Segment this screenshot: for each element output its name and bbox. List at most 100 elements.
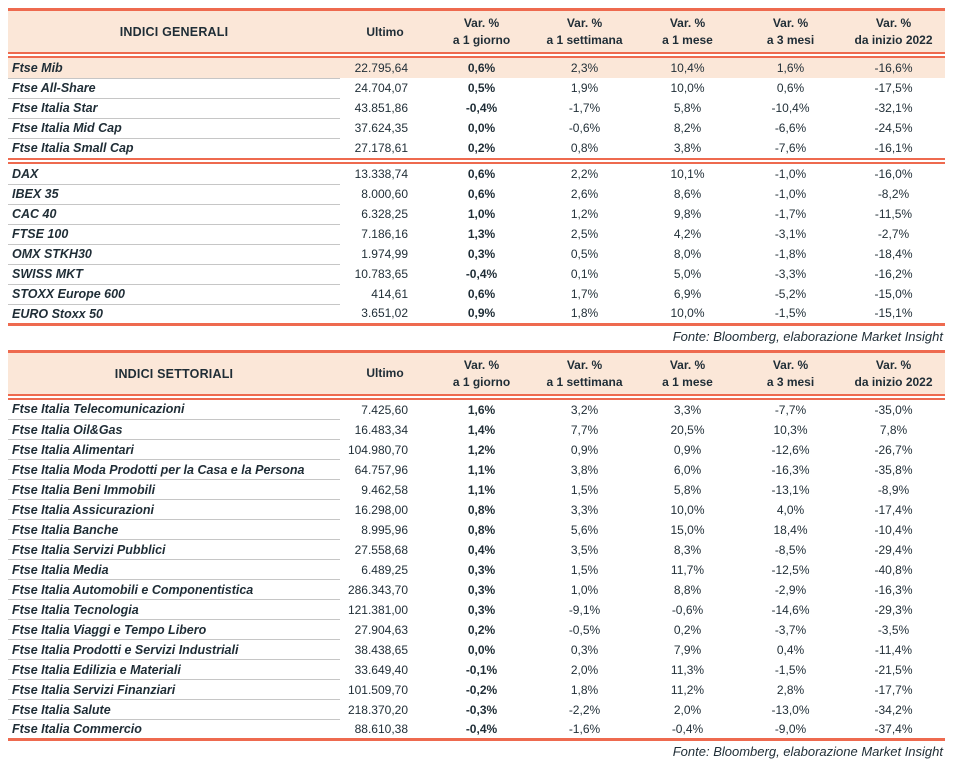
var-pct-cell: -10,4% [771, 101, 810, 115]
index-name-cell: CAC 40 [8, 204, 340, 225]
var-pct-cell: -26,7% [874, 442, 913, 457]
col-header-label: Var. % [772, 16, 809, 30]
var-pct-cell: 3,5% [570, 542, 599, 557]
var-pct-cell: 3,3% [570, 502, 599, 517]
index-name-cell: DAX [8, 164, 340, 185]
ultimo-cell: 414,61 [371, 287, 408, 301]
var-pct-cell: 0,5% [467, 81, 496, 95]
col-header-label: Ultimo [366, 366, 404, 380]
var-pct-cell: 8,8% [673, 582, 702, 597]
var-pct-cell: -16,0% [874, 167, 913, 181]
var-pct-cell: 3,3% [673, 402, 702, 417]
var-pct-cell: 6,9% [673, 287, 702, 301]
table-title: INDICI SETTORIALI [8, 351, 340, 394]
table-row: OMX STKH30 1.974,99 0,3% 0,5% 8,0% -1,8% -18,4… [8, 244, 945, 265]
var-pct-cell: 0,3% [467, 562, 496, 577]
table-row: Ftse Italia Salute 218.370,20 -0,3% -2,2% 2,… [8, 699, 945, 720]
var-pct-cell: 10,1% [670, 167, 705, 181]
index-name-cell: Ftse All-Share [8, 78, 340, 99]
var-pct-cell: -0,4% [671, 721, 704, 736]
col-header-label: Ultimo [366, 24, 404, 39]
var-pct-cell: 1,5% [570, 482, 599, 497]
col-header-label: Var. % [772, 357, 809, 372]
var-pct-cell: -24,5% [874, 121, 913, 135]
var-pct-cell: 0,0% [467, 642, 496, 657]
var-pct-cell: 0,3% [467, 247, 496, 261]
index-name-cell: Ftse Italia Beni Immobili [8, 479, 340, 500]
var-pct-cell: 8,2% [673, 121, 702, 135]
var-pct-cell: 0,2% [673, 622, 702, 637]
var-pct-cell: -21,5% [874, 662, 913, 677]
var-pct-cell: 1,7% [570, 287, 599, 301]
index-name-cell: Ftse Italia Servizi Pubblici [8, 539, 340, 560]
var-pct-cell: 0,6% [430, 58, 533, 78]
col-header-var-3-mesi: Var. % a 3 mesi [739, 9, 842, 52]
index-name-cell: IBEX 35 [8, 184, 340, 205]
var-pct-cell: -1,7% [774, 207, 807, 221]
ultimo-cell: 8.995,96 [361, 522, 408, 537]
table-row: CAC 40 6.328,25 1,0% 1,2% 9,8% -1,7% -11,5% [8, 204, 945, 225]
var-pct-cell: -9,0% [774, 721, 807, 736]
var-pct-cell: 1,0% [570, 582, 599, 597]
index-name-cell: Ftse Italia Banche [8, 519, 340, 540]
var-pct-cell: -3,5% [877, 622, 910, 637]
var-pct-cell: -3,7% [774, 622, 807, 637]
index-name-cell: Ftse Italia Alimentari [8, 439, 340, 460]
var-pct-cell: -29,4% [874, 542, 913, 557]
index-name-cell: Ftse Italia Mid Cap [8, 118, 340, 139]
index-name-cell: Ftse Italia Moda Prodotti per la Casa e … [8, 459, 340, 480]
index-name-cell: Ftse Italia Prodotti e Servizi Industria… [8, 639, 340, 660]
table-row: Ftse Italia Servizi Finanziari 101.509,70… [8, 679, 945, 700]
var-pct-cell: 2,2% [570, 167, 599, 181]
index-name-cell: Ftse Mib [8, 58, 340, 79]
var-pct-cell: -8,9% [877, 482, 910, 497]
col-header-sublabel: a 1 settimana [546, 374, 623, 389]
table-row: Ftse Italia Beni Immobili 9.462,58 1,1% 1,5… [8, 479, 945, 500]
var-pct-cell: 1,3% [467, 227, 496, 241]
double-rule [8, 52, 945, 58]
var-pct-cell: -0,4% [465, 267, 498, 281]
var-pct-cell: -16,1% [874, 141, 913, 155]
table-row: Ftse Italia Telecomunicazioni 7.425,60 1,6… [8, 399, 945, 420]
var-pct-cell: 0,8% [467, 522, 496, 537]
table-row: SWISS MKT 10.783,65 -0,4% 0,1% 5,0% -3,3% -16,… [8, 264, 945, 285]
index-name-cell: Ftse Italia Assicurazioni [8, 499, 340, 520]
var-pct-cell: -1,6% [568, 721, 601, 736]
index-name-cell: Ftse Italia Viaggi e Tempo Libero [8, 619, 340, 640]
col-header-var-1-giorno: Var. % a 1 giorno [430, 9, 533, 52]
var-pct-cell: -17,7% [874, 682, 913, 697]
var-pct-cell: -0,3% [465, 702, 498, 717]
var-pct-cell: 2,8% [776, 682, 805, 697]
var-pct-cell: -1,5% [774, 306, 807, 321]
ultimo-cell: 121.381,00 [347, 602, 408, 617]
var-pct-cell: -3,3% [774, 267, 807, 281]
var-pct-cell: 7,9% [673, 642, 702, 657]
var-pct-cell: -37,4% [874, 721, 913, 736]
var-pct-cell: -16,6% [842, 58, 945, 78]
table-row: DAX 13.338,74 0,6% 2,2% 10,1% -1,0% -16,0% [8, 164, 945, 185]
general-indices-section: INDICI GENERALI Ultimo Var. % a 1 giorno… [8, 8, 945, 347]
var-pct-cell: 1,9% [570, 81, 599, 95]
var-pct-cell: -1,0% [774, 187, 807, 201]
ultimo-cell: 27.904,63 [354, 622, 408, 637]
var-pct-cell: 3,8% [570, 462, 599, 477]
table-row: Ftse Italia Media 6.489,25 0,3% 1,5% 11,7% -1… [8, 559, 945, 580]
var-pct-cell: 8,0% [673, 247, 702, 261]
col-header-label: Var. % [875, 16, 912, 30]
col-header-label: Var. % [566, 16, 603, 30]
var-pct-cell: -0,5% [568, 622, 601, 637]
var-pct-cell: -34,2% [874, 702, 913, 717]
var-pct-cell: 0,3% [570, 642, 599, 657]
ultimo-cell: 24.704,07 [354, 81, 408, 95]
index-name-cell: Ftse Italia Salute [8, 699, 340, 720]
ultimo-cell: 33.649,40 [354, 662, 408, 677]
var-pct-cell: -40,8% [874, 562, 913, 577]
ultimo-cell: 13.338,74 [354, 167, 408, 181]
index-name-cell: FTSE 100 [8, 224, 340, 245]
var-pct-cell: -8,2% [877, 187, 910, 201]
var-pct-cell: 0,2% [467, 141, 496, 155]
ultimo-cell: 43.851,86 [354, 101, 408, 115]
col-header-label: Var. % [463, 16, 500, 30]
index-name-cell: Ftse Italia Servizi Finanziari [8, 679, 340, 700]
var-pct-cell: -8,5% [774, 542, 807, 557]
